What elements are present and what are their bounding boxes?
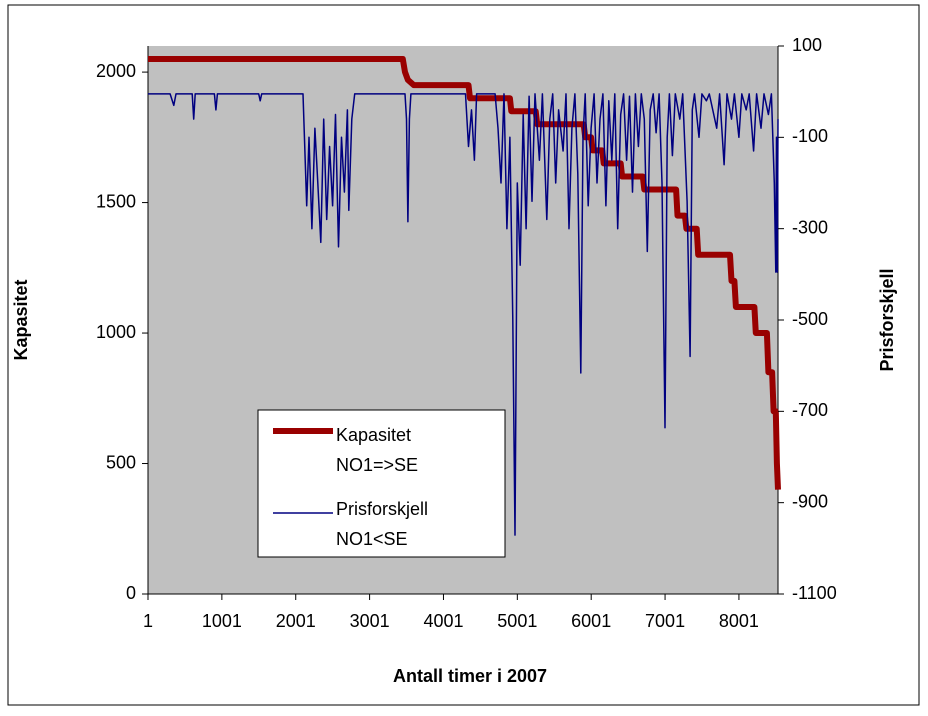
x-tick-label: 8001 [719, 611, 759, 631]
y2-tick-label: -100 [792, 126, 828, 146]
legend-label: Prisforskjell NO1<SE [336, 499, 429, 549]
x-tick-label: 2001 [276, 611, 316, 631]
y2-tick-label: -500 [792, 309, 828, 329]
x-tick-label: 4001 [423, 611, 463, 631]
y-tick-label: 1000 [96, 322, 136, 342]
x-tick-label: 5001 [497, 611, 537, 631]
y-tick-label: 0 [126, 583, 136, 603]
y-tick-label: 500 [106, 452, 136, 472]
y2-tick-label: -300 [792, 217, 828, 237]
series-line [148, 56, 781, 490]
x-tick-label: 6001 [571, 611, 611, 631]
legend-box [257, 409, 506, 558]
series-line [148, 93, 779, 536]
y2-tick-label: -700 [792, 400, 828, 420]
legend-label: Kapasitet NO1=>SE [336, 425, 419, 475]
y2-axis-title: Prisforskjell [877, 268, 897, 371]
y2-tick-label: -900 [792, 491, 828, 511]
y-tick-label: 2000 [96, 61, 136, 81]
x-axis-title: Antall timer i 2007 [393, 666, 547, 686]
x-tick-label: 1 [143, 611, 153, 631]
x-tick-label: 1001 [202, 611, 242, 631]
y2-tick-label: 100 [792, 35, 822, 55]
x-tick-label: 3001 [350, 611, 390, 631]
y2-tick-label: -1100 [792, 583, 837, 603]
y-axis-title: Kapasitet [11, 279, 31, 360]
y-tick-label: 1500 [96, 191, 136, 211]
x-tick-label: 7001 [645, 611, 685, 631]
